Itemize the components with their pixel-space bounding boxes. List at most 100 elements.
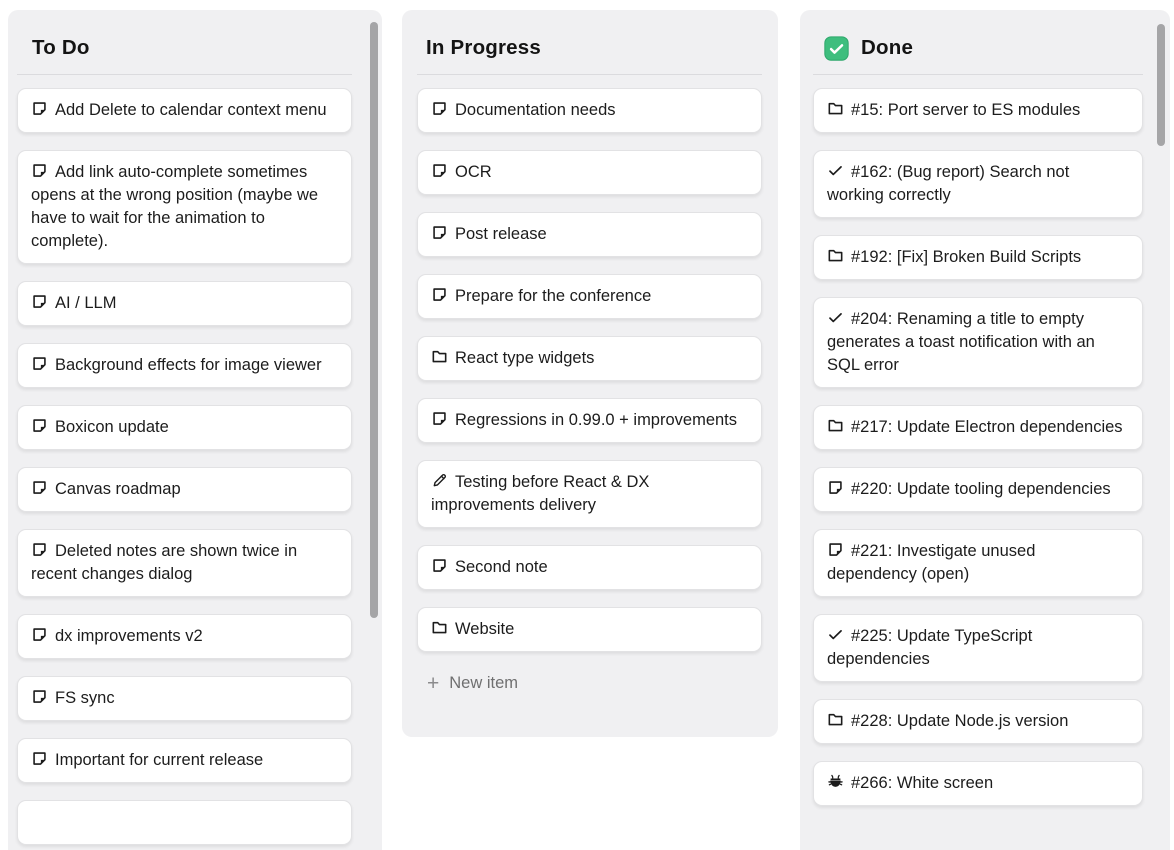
card[interactable]: #220: Update tooling dependencies (813, 467, 1143, 512)
card-text: #228: Update Node.js version (851, 712, 1069, 730)
card-text: Post release (455, 225, 547, 243)
card[interactable]: Add Delete to calendar context menu (17, 88, 352, 133)
note-icon (31, 355, 48, 372)
bug-icon (827, 773, 844, 790)
card[interactable]: Testing before React & DX improvements d… (417, 460, 762, 528)
pencil-icon (431, 472, 448, 489)
card[interactable]: OCR (417, 150, 762, 195)
column-divider (813, 74, 1143, 75)
card[interactable] (17, 800, 352, 845)
card-list: Add Delete to calendar context menu Add l… (17, 88, 352, 845)
note-icon (31, 541, 48, 558)
card-text: Canvas roadmap (55, 480, 181, 498)
card-text: Prepare for the conference (455, 287, 652, 305)
column-divider (17, 74, 352, 75)
card-list: #15: Port server to ES modules #162: (Bug… (813, 88, 1143, 806)
column-done: Done #15: Port server to ES modules #162:… (800, 10, 1170, 850)
card[interactable]: #217: Update Electron dependencies (813, 405, 1143, 450)
card[interactable]: Regressions in 0.99.0 + improvements (417, 398, 762, 443)
card-text: #225: Update TypeScript dependencies (827, 627, 1033, 668)
column-todo: To Do Add Delete to calendar context men… (8, 10, 382, 850)
card-text: #217: Update Electron dependencies (851, 418, 1123, 436)
note-icon (31, 626, 48, 643)
card-text: dx improvements v2 (55, 627, 203, 645)
note-icon (31, 293, 48, 310)
card[interactable]: #204: Renaming a title to empty generate… (813, 297, 1143, 388)
card-text: Testing before React & DX improvements d… (431, 473, 650, 514)
column-done-header: Done (824, 34, 1146, 62)
note-icon (431, 557, 448, 574)
card-text: #192: [Fix] Broken Build Scripts (851, 248, 1082, 266)
card-text: Regressions in 0.99.0 + improvements (455, 411, 738, 429)
column-title: To Do (32, 36, 90, 59)
card[interactable]: #15: Port server to ES modules (813, 88, 1143, 133)
folder-icon (827, 711, 844, 728)
card[interactable]: Website (417, 607, 762, 652)
card[interactable]: #225: Update TypeScript dependencies (813, 614, 1143, 682)
card-text: #162: (Bug report) Search not working co… (827, 163, 1070, 204)
card[interactable]: Boxicon update (17, 405, 352, 450)
card[interactable]: dx improvements v2 (17, 614, 352, 659)
check-icon (827, 309, 844, 326)
new-item-button[interactable]: + New item (417, 670, 528, 697)
card[interactable]: FS sync (17, 676, 352, 721)
card-text: #220: Update tooling dependencies (851, 480, 1111, 498)
card[interactable]: AI / LLM (17, 281, 352, 326)
card-text: Deleted notes are shown twice in recent … (31, 542, 298, 583)
card-text: AI / LLM (55, 294, 117, 312)
folder-icon (827, 417, 844, 434)
card-text: #221: Investigate unused dependency (ope… (827, 542, 1036, 583)
card-list: Documentation needs OCR Post release Prepar… (417, 88, 762, 652)
scrollbar-thumb[interactable] (1157, 24, 1165, 146)
card[interactable]: Deleted notes are shown twice in recent … (17, 529, 352, 597)
card[interactable]: Canvas roadmap (17, 467, 352, 512)
note-icon (31, 100, 48, 117)
card-text: #266: White screen (851, 774, 994, 792)
card-text: FS sync (55, 689, 115, 707)
card[interactable]: #162: (Bug report) Search not working co… (813, 150, 1143, 218)
note-icon (431, 286, 448, 303)
card-text: Important for current release (55, 751, 264, 769)
card-text: OCR (455, 163, 492, 181)
card[interactable]: Important for current release (17, 738, 352, 783)
column-todo-header: To Do (32, 34, 358, 62)
note-icon (827, 479, 844, 496)
note-icon (431, 162, 448, 179)
card-text: Background effects for image viewer (55, 356, 322, 374)
card[interactable]: Second note (417, 545, 762, 590)
card[interactable]: Prepare for the conference (417, 274, 762, 319)
card[interactable]: Documentation needs (417, 88, 762, 133)
card-text: Add link auto-complete sometimes opens a… (31, 163, 319, 250)
card[interactable]: Post release (417, 212, 762, 257)
note-icon (31, 417, 48, 434)
scrollbar-thumb[interactable] (370, 22, 378, 618)
note-icon (31, 750, 48, 767)
card[interactable]: Background effects for image viewer (17, 343, 352, 388)
card[interactable]: #221: Investigate unused dependency (ope… (813, 529, 1143, 597)
note-icon (431, 410, 448, 427)
note-icon (431, 224, 448, 241)
column-title: In Progress (426, 36, 541, 59)
card-text: #15: Port server to ES modules (851, 101, 1081, 119)
card-text: Website (455, 620, 515, 638)
column-in-progress: In Progress Documentation needs OCR Post r… (402, 10, 778, 737)
card[interactable]: #266: White screen (813, 761, 1143, 806)
card-text: #204: Renaming a title to empty generate… (827, 310, 1095, 374)
card-text: React type widgets (455, 349, 595, 367)
card[interactable]: #192: [Fix] Broken Build Scripts (813, 235, 1143, 280)
note-icon (431, 100, 448, 117)
column-divider (417, 74, 762, 75)
note-icon (31, 688, 48, 705)
card[interactable]: React type widgets (417, 336, 762, 381)
card[interactable]: Add link auto-complete sometimes opens a… (17, 150, 352, 264)
new-item-label: New item (449, 674, 519, 692)
plus-icon: + (427, 671, 440, 695)
note-icon (31, 162, 48, 179)
card-text: Add Delete to calendar context menu (55, 101, 327, 119)
column-in-progress-header: In Progress (426, 34, 754, 62)
check-icon (827, 626, 844, 643)
note-icon (31, 479, 48, 496)
card[interactable]: #228: Update Node.js version (813, 699, 1143, 744)
checked-checkbox-icon[interactable] (824, 35, 849, 61)
